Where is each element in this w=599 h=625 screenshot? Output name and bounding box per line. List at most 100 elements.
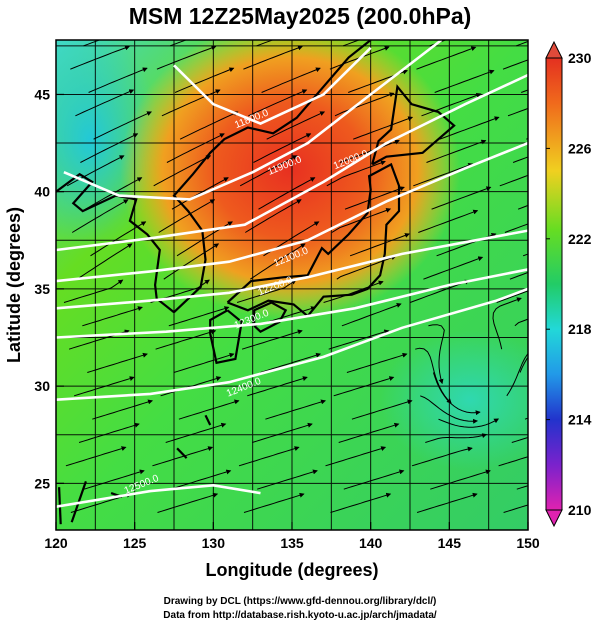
streamline	[507, 107, 528, 117]
streamline	[431, 186, 492, 210]
colorbar-tick-label: 226	[568, 140, 592, 156]
streamline	[84, 469, 145, 490]
colorbar-ticks: 230 226 222 218 214 210	[546, 50, 592, 518]
colorbar-ramp	[545, 57, 563, 511]
streamline	[415, 347, 452, 404]
streamline	[343, 469, 405, 490]
streamline	[418, 209, 479, 233]
streamline	[161, 89, 221, 117]
streamline	[353, 116, 414, 140]
contour-line	[173, 46, 372, 126]
y-tick-label: 35	[34, 281, 50, 297]
coastline-segment	[56, 172, 175, 314]
x-tick-label: 120	[44, 535, 68, 551]
streamline	[516, 485, 528, 490]
colorbar-tick-label: 214	[568, 412, 592, 428]
streamline	[344, 186, 405, 210]
streamline	[250, 243, 306, 280]
streamline	[80, 133, 139, 163]
streamline	[173, 352, 235, 373]
streamline	[426, 139, 487, 163]
streamline	[516, 40, 528, 47]
streamline	[349, 233, 410, 257]
streamline	[512, 156, 528, 163]
streamline	[342, 40, 361, 47]
streamline	[323, 280, 384, 303]
streamline	[325, 446, 387, 467]
streamline	[330, 492, 392, 513]
contour-line	[56, 73, 528, 252]
streamline	[498, 456, 528, 467]
streamline	[75, 89, 135, 117]
streamline	[169, 40, 188, 47]
data-credit: Data from http://database.rish.kyoto-u.a…	[163, 610, 437, 621]
streamline	[78, 422, 140, 443]
streamline	[336, 255, 397, 280]
streamline	[326, 160, 386, 187]
streamline	[236, 279, 297, 303]
streamline	[73, 376, 135, 397]
contour-line	[56, 287, 528, 401]
streamline	[76, 243, 133, 280]
streamline	[502, 59, 528, 70]
streamline	[428, 324, 445, 385]
streamline	[504, 223, 528, 233]
streamline	[334, 92, 395, 117]
streamline	[70, 45, 130, 70]
x-tick-label: 130	[202, 535, 226, 551]
streamline	[346, 352, 408, 373]
streamline	[339, 139, 400, 163]
coastline-segment	[371, 84, 456, 166]
streamline	[168, 306, 230, 327]
contour-line	[63, 40, 443, 201]
streamline	[88, 67, 148, 93]
coastline-segment	[253, 301, 288, 334]
x-tick-label: 135	[280, 535, 304, 551]
streamline	[63, 279, 124, 303]
streamline	[260, 352, 321, 373]
coastline-segment	[176, 447, 188, 459]
streamline	[492, 297, 522, 350]
streamline	[160, 376, 222, 397]
streamline	[416, 46, 477, 70]
streamline	[499, 174, 528, 187]
coastline-segment	[204, 414, 212, 426]
colorbar-tick-label: 222	[568, 231, 592, 247]
contour-line	[56, 229, 528, 310]
colorbar-tick-label: 230	[568, 50, 592, 66]
longitude-axis: 120 125 130 135 140 145 150	[44, 522, 540, 551]
streamline	[509, 271, 528, 280]
map-title: MSM 12Z25May2025 (200.0hPa)	[129, 3, 472, 29]
streamline	[253, 133, 312, 163]
streamline	[157, 492, 219, 513]
streamline	[438, 418, 500, 428]
streamline	[152, 446, 214, 467]
streamline	[178, 399, 240, 420]
streamline	[341, 303, 402, 327]
streamline	[243, 45, 303, 70]
streamline	[245, 199, 302, 233]
streamline	[248, 89, 308, 117]
streamline	[90, 221, 147, 257]
streamline	[514, 318, 528, 327]
streamline	[238, 446, 300, 467]
streamline	[420, 395, 479, 424]
contour-line	[56, 483, 261, 508]
y-tick-label: 45	[34, 86, 50, 102]
contour-line	[56, 268, 528, 339]
streamline	[252, 422, 313, 443]
streamline	[266, 111, 326, 140]
coastline-segment	[209, 309, 243, 365]
x-tick-label: 125	[123, 535, 147, 551]
streamline	[333, 376, 395, 397]
streamline	[165, 422, 227, 443]
streamline	[416, 492, 478, 513]
streamline	[258, 177, 316, 210]
colorbar-top-triangle	[545, 40, 563, 59]
streamline	[65, 446, 127, 467]
streamline	[506, 353, 528, 397]
x-tick-label: 150	[516, 535, 540, 551]
streamline	[92, 399, 153, 420]
latitude-axis: 25 30 35 40 45	[34, 86, 64, 491]
y-tick-label: 25	[34, 475, 50, 491]
